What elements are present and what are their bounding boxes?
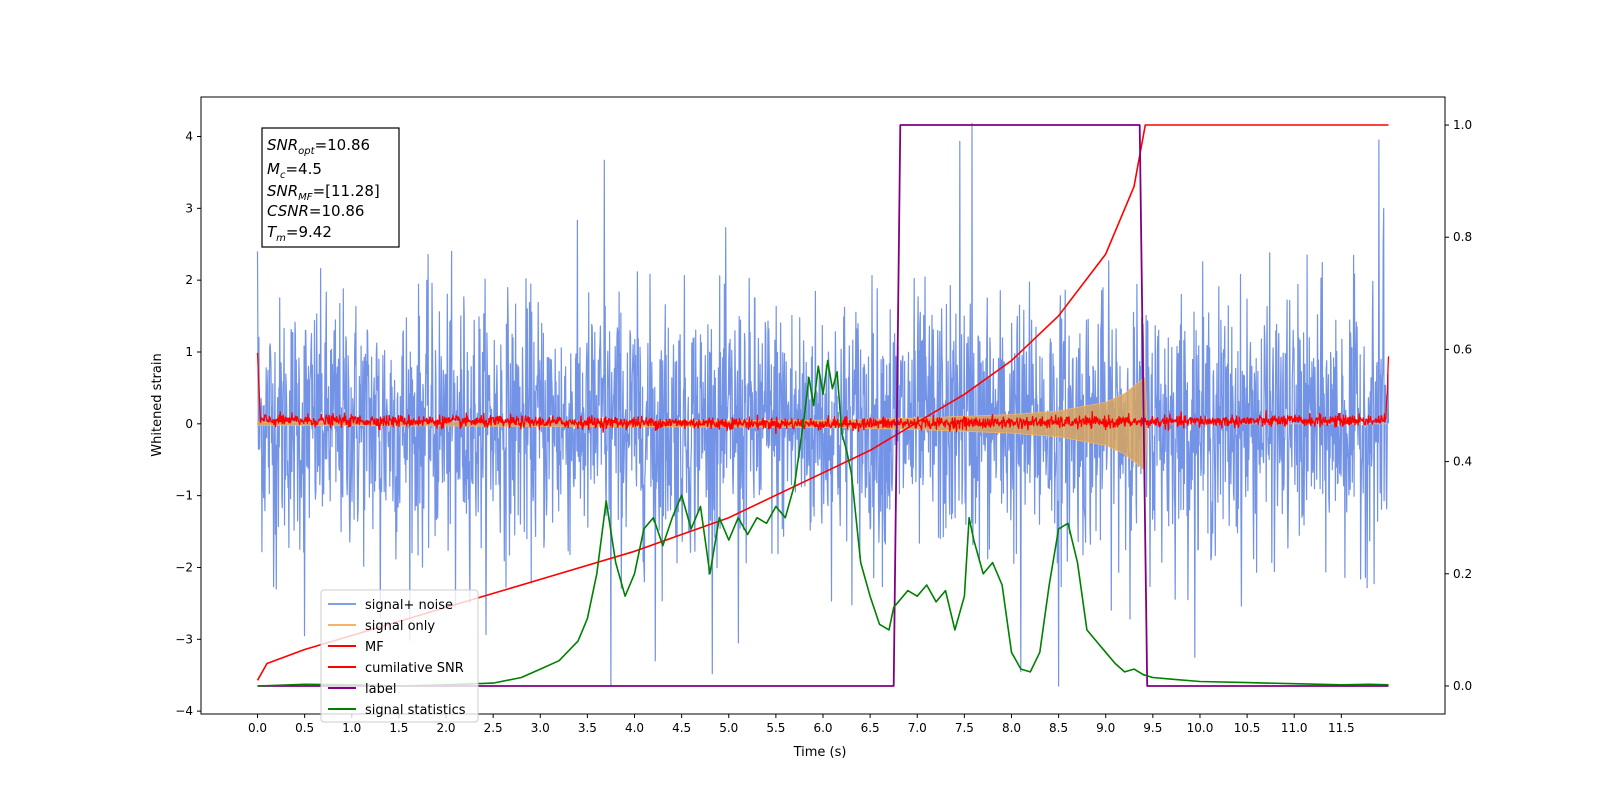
x-tick-label: 6.0: [813, 721, 832, 735]
x-tick-label: 7.0: [908, 721, 927, 735]
y-tick-label: 1: [185, 345, 193, 359]
y2-tick-label: 0.0: [1453, 679, 1472, 693]
y2-axis: 0.0 0.2 0.4 0.6 0.8 1.0: [1445, 118, 1472, 693]
series-signal-noise-line: [256, 123, 1390, 687]
x-tick-label: 3.5: [578, 721, 597, 735]
y-tick-label: −4: [175, 704, 193, 718]
legend-frame: [320, 589, 479, 723]
y-tick-label: 4: [185, 130, 193, 144]
legend-label: MF: [365, 640, 384, 655]
series-signal-statistics-line: [257, 359, 1389, 687]
annotation-snr-mf-sub: MF: [298, 192, 313, 203]
annotation-snr-opt-value: =10.86: [315, 136, 371, 154]
annotation-snr-mf-value: =[11.28]: [313, 182, 380, 200]
legend-label: cumilative SNR: [365, 661, 464, 676]
x-tick-label: 10.0: [1187, 721, 1214, 735]
annotation-snr-opt: SNRopt=10.86: [267, 136, 370, 157]
x-tick-label: 5.0: [719, 721, 738, 735]
annotation-mc-value: =4.5: [285, 160, 321, 178]
annotation-csnr-base: CSNR: [267, 202, 309, 220]
x-tick-label: 9.5: [1143, 721, 1162, 735]
x-tick-label: 4.0: [625, 721, 644, 735]
y-tick-label: −2: [175, 560, 193, 574]
x-tick-label: 8.0: [1002, 721, 1021, 735]
y2-tick-label: 0.8: [1453, 230, 1472, 244]
x-tick-label: 10.5: [1234, 721, 1261, 735]
y-tick-label: −1: [175, 489, 193, 503]
x-tick-label: 0.5: [295, 721, 314, 735]
x-tick-label: 2.5: [484, 721, 503, 735]
annotation-snr-opt-base: SNR: [267, 136, 298, 154]
x-axis-title: Time (s): [793, 745, 847, 760]
x-tick-label: 2.0: [436, 721, 455, 735]
x-axis: 0.0 0.5 1.0 1.5 2.0 2.5 3.0 3.5 4.0 4.5 5.0 5.5 6.0 6…: [248, 714, 1355, 735]
annotation-snr-opt-sub: opt: [298, 146, 315, 157]
x-tick-label: 11.5: [1328, 721, 1355, 735]
y2-tick-label: 0.6: [1453, 342, 1472, 356]
x-tick-label: 3.0: [531, 721, 550, 735]
y2-tick-label: 1.0: [1453, 118, 1472, 132]
annotation-box: SNRopt=10.86 Mc=4.5 SNRMF=[11.28] CSNR=1…: [261, 127, 400, 248]
y-tick-label: 3: [185, 201, 193, 215]
x-tick-label: 1.0: [342, 721, 361, 735]
y-tick-label: −3: [175, 632, 193, 646]
annotation-mc-sub: c: [280, 170, 286, 181]
legend-label: label: [365, 682, 396, 697]
y-axis: −4 −3 −2 −1 0 1 2 3 4: [175, 130, 201, 718]
annotation-frame: [261, 127, 400, 248]
annotation-csnr-value: =10.86: [309, 202, 365, 220]
x-tick-label: 4.5: [672, 721, 691, 735]
legend-label: signal only: [365, 619, 435, 634]
annotation-tm-value: =9.42: [286, 223, 332, 241]
x-tick-label: 1.5: [389, 721, 408, 735]
y-tick-label: 2: [185, 273, 193, 287]
annotation-tm-base: T: [267, 223, 278, 241]
x-tick-label: 0.0: [248, 721, 267, 735]
y2-tick-label: 0.2: [1453, 567, 1472, 581]
annotation-tm: Tm=9.42: [267, 223, 332, 244]
y-tick-label: 0: [185, 417, 193, 431]
annotation-snr-mf-base: SNR: [267, 182, 298, 200]
legend-label: signal+ noise: [365, 598, 453, 613]
legend: signal+ noise signal only MF cumilative SNR…: [320, 589, 479, 723]
y-axis-title: Whitened strain: [150, 353, 165, 456]
annotation-mc-base: M: [267, 160, 280, 178]
annotation-tm-sub: m: [276, 233, 286, 244]
x-tick-label: 5.5: [766, 721, 785, 735]
x-tick-label: 7.5: [955, 721, 974, 735]
series-mf-line: [256, 352, 1390, 435]
annotation-mc: Mc=4.5: [267, 160, 322, 181]
annotation-csnr: CSNR=10.86: [267, 202, 364, 220]
x-tick-label: 8.5: [1049, 721, 1068, 735]
x-tick-label: 6.5: [861, 721, 880, 735]
y2-tick-label: 0.4: [1453, 455, 1472, 469]
legend-label: signal statistics: [365, 703, 466, 718]
x-tick-label: 9.0: [1096, 721, 1115, 735]
series-label-line: [257, 124, 1389, 687]
annotation-snr-mf: SNRMF=[11.28]: [267, 182, 380, 203]
x-tick-label: 11.0: [1281, 721, 1308, 735]
